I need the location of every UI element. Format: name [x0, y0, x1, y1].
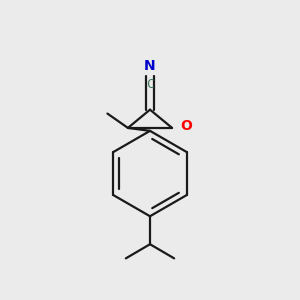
Text: N: N	[144, 59, 156, 73]
Text: C: C	[146, 78, 154, 91]
Text: O: O	[180, 119, 192, 134]
